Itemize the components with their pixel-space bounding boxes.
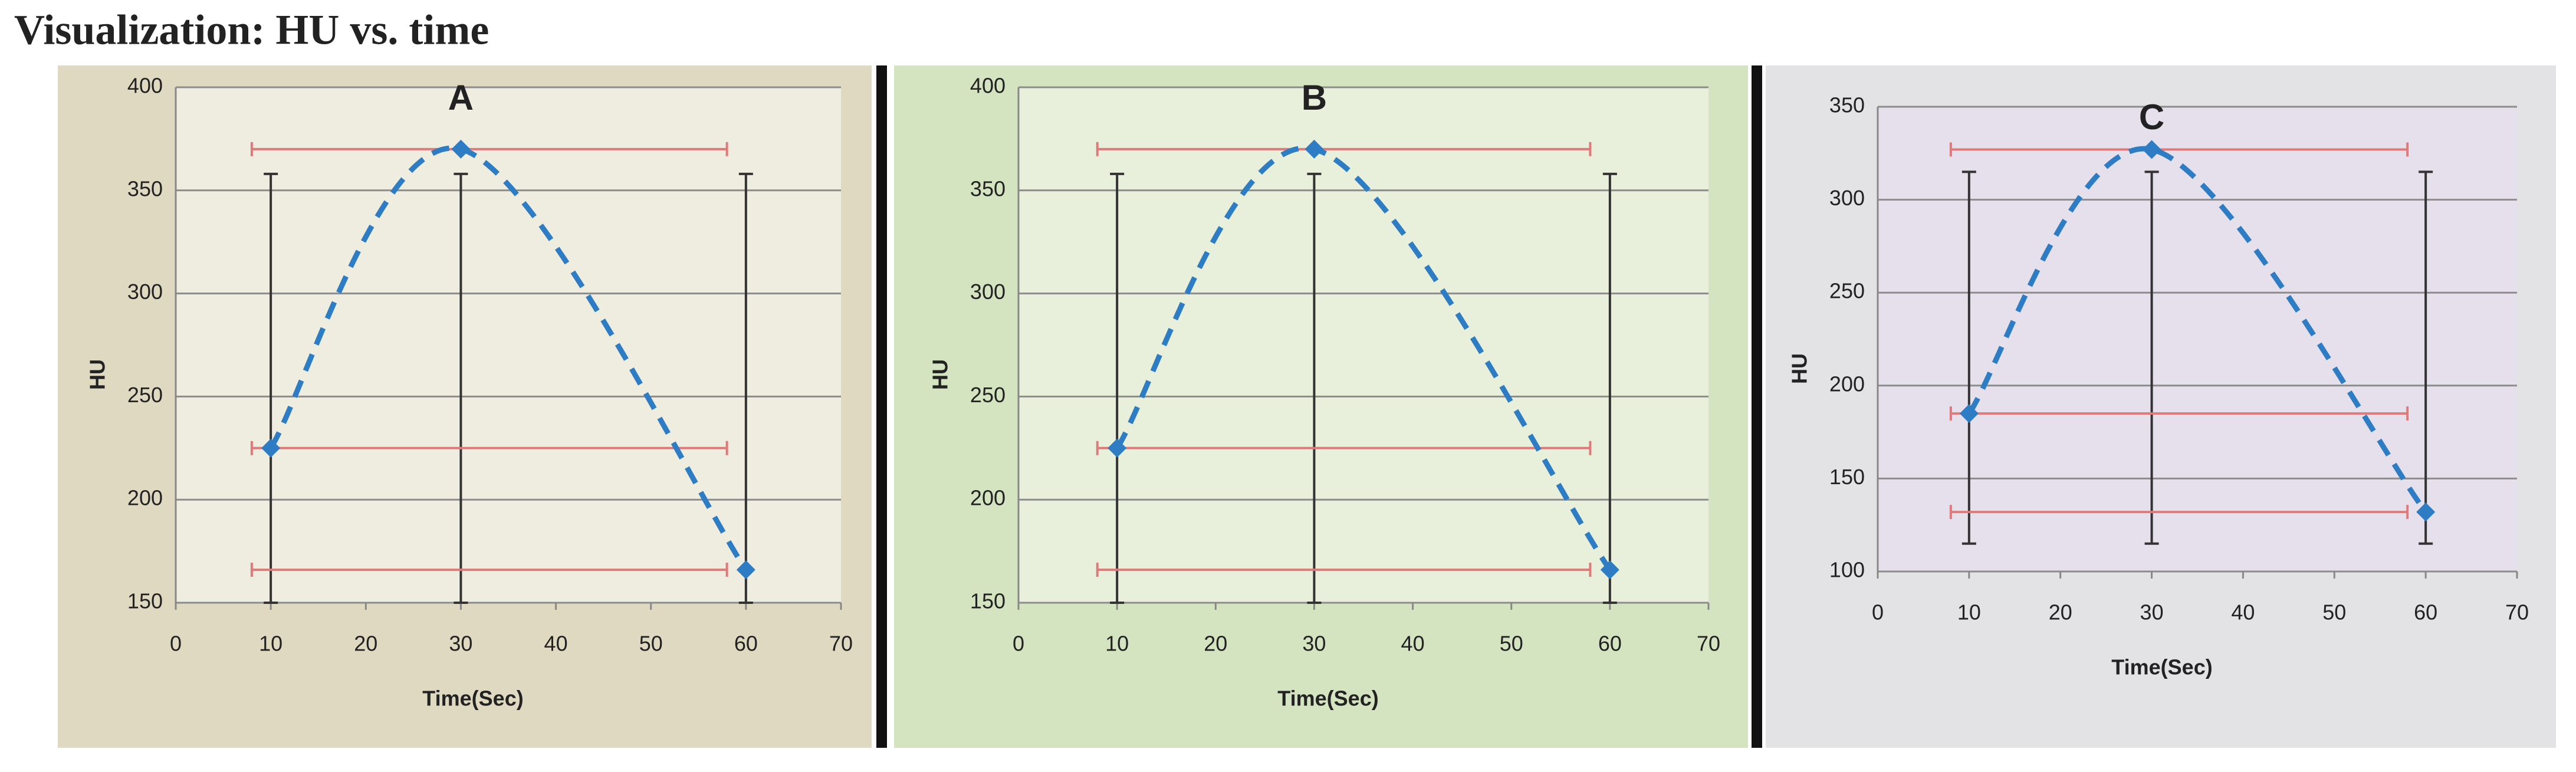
divider <box>876 65 887 748</box>
chart-title: C <box>2139 97 2164 137</box>
y-tick-label: 400 <box>970 74 1006 98</box>
x-tick-label: 50 <box>639 632 663 656</box>
y-tick-label: 350 <box>1829 93 1865 117</box>
chart-title: A <box>448 78 474 117</box>
y-tick-label: 200 <box>127 486 163 510</box>
y-tick-label: 200 <box>970 486 1006 510</box>
x-tick-label: 10 <box>1105 632 1129 656</box>
x-tick-label: 50 <box>1500 632 1523 656</box>
point <box>1600 560 1619 580</box>
y-tick-label: 150 <box>1829 465 1865 489</box>
point <box>261 438 281 458</box>
point <box>2416 502 2436 522</box>
x-tick-label: 0 <box>1013 632 1024 656</box>
x-tick-label: 40 <box>2231 600 2255 625</box>
x-tick-label: 30 <box>1302 632 1326 656</box>
x-tick-label: 30 <box>449 632 472 656</box>
y-tick-label: 300 <box>127 280 163 304</box>
x-tick-label: 40 <box>1401 632 1425 656</box>
y-tick-label: 100 <box>1829 558 1865 582</box>
y-tick-label: 400 <box>127 74 163 98</box>
x-tick-label: 0 <box>1872 600 1884 625</box>
y-tick-label: 250 <box>970 383 1006 407</box>
point <box>736 560 755 580</box>
chart-title: B <box>1302 78 1327 117</box>
x-tick-label: 0 <box>170 632 182 656</box>
y-tick-label: 150 <box>127 589 163 613</box>
x-tick-label: 20 <box>2049 600 2072 625</box>
point <box>1108 438 1127 458</box>
x-tick-label: 70 <box>1697 632 1720 656</box>
y-axis-title: HU <box>928 359 952 390</box>
y-tick-label: 250 <box>1829 279 1865 303</box>
x-tick-label: 30 <box>2140 600 2164 625</box>
x-tick-label: 20 <box>1204 632 1227 656</box>
point <box>1305 139 1324 159</box>
divider <box>1752 65 1762 748</box>
point <box>1959 404 1979 423</box>
y-tick-label: 200 <box>1829 372 1865 396</box>
y-axis-title: HU <box>1788 353 1812 384</box>
y-axis-title: HU <box>86 359 110 390</box>
x-tick-label: 50 <box>2322 600 2346 625</box>
y-tick-label: 150 <box>970 589 1006 613</box>
y-tick-label: 350 <box>970 176 1006 201</box>
plot-area <box>1878 107 2517 571</box>
x-tick-label: 60 <box>1598 632 1622 656</box>
y-tick-label: 250 <box>127 383 163 407</box>
plot-area <box>176 87 841 603</box>
series-line <box>268 145 748 571</box>
x-tick-label: 60 <box>734 632 758 656</box>
x-axis-title: Time(Sec) <box>2111 655 2212 679</box>
x-tick-label: 70 <box>829 632 853 656</box>
x-tick-label: 40 <box>544 632 568 656</box>
x-tick-label: 20 <box>354 632 377 656</box>
x-tick-label: 70 <box>2505 600 2529 625</box>
y-tick-label: 300 <box>970 280 1006 304</box>
plot-area <box>1018 87 1708 603</box>
y-tick-label: 300 <box>1829 186 1865 210</box>
x-tick-label: 10 <box>1957 600 1981 625</box>
point <box>2142 140 2161 159</box>
point <box>451 139 471 159</box>
x-axis-title: Time(Sec) <box>422 686 523 711</box>
x-tick-label: 60 <box>2414 600 2437 625</box>
page-title: Visualization: HU vs. time <box>14 6 489 54</box>
x-axis-title: Time(Sec) <box>1277 686 1378 711</box>
series-line <box>1115 145 1612 571</box>
y-tick-label: 350 <box>127 176 163 201</box>
x-tick-label: 10 <box>259 632 282 656</box>
